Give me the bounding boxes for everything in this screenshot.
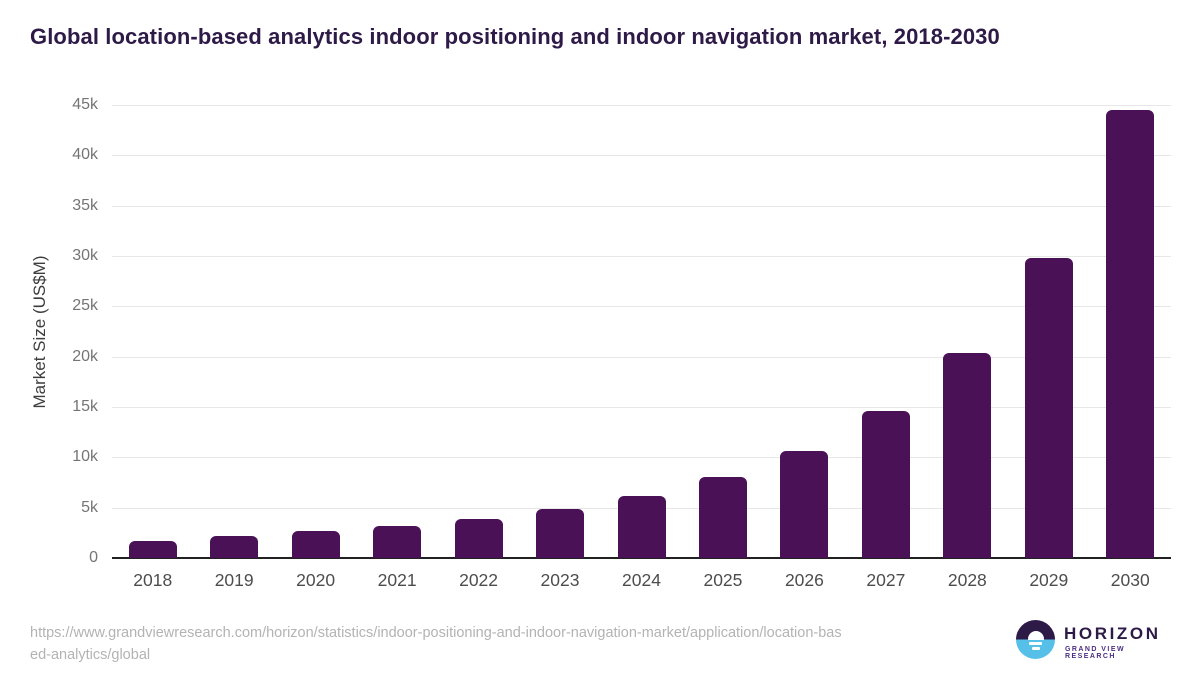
gridline-35k [112,205,1171,207]
bar-2019[interactable] [210,535,259,558]
bar-2026[interactable] [780,451,829,558]
x-axis-line [112,557,1171,559]
x-tick-label-2028: 2028 [947,570,987,590]
x-tick-label-2024: 2024 [622,570,661,590]
chart-title: Global location-based analytics indoor p… [30,24,1000,49]
x-tick-label-2020: 2020 [296,570,336,590]
sun-glyph [1027,631,1044,640]
y-tick-label-15k: 15k [72,398,98,415]
gridline-25k [112,306,1171,308]
bar-2027[interactable] [861,410,910,558]
bar-2030[interactable] [1106,110,1155,558]
x-tick-label-2019: 2019 [214,570,254,590]
bar-2029[interactable] [1024,258,1073,558]
y-tick-label-5k: 5k [81,498,98,516]
y-tick-label-30k: 30k [72,247,98,264]
bar-2024[interactable] [617,495,666,558]
source-url-link[interactable]: https://www.grandviewresearch.com/horizo… [30,622,990,666]
gridline-10k [112,457,1171,459]
bar-2021[interactable] [373,525,422,558]
bar-2028[interactable] [943,352,992,558]
plot-area [112,105,1171,559]
gridline-15k [112,407,1171,408]
gridline-30k [112,256,1171,257]
logo-name: HORIZON [1064,624,1161,643]
sun-reflection-line [1029,642,1042,645]
footer: https://www.grandviewresearch.com/horizo… [0,610,1200,675]
source-url-line1: https://www.grandviewresearch.com/horizo… [30,625,842,641]
y-tick-label-20k: 20k [72,347,98,365]
bar-chart: Market Size (US$M) 0 5k 10k 15k 20k 25k 30k 35k… [30,96,1171,590]
bar-2018[interactable] [128,540,177,558]
x-tick-label-2023: 2023 [540,570,580,590]
x-tick-label-2021: 2021 [377,570,417,590]
x-tick-label-2018: 2018 [133,570,173,590]
gridline-20k [112,356,1171,358]
source-url-line2: ed-analytics/global [30,647,151,663]
y-tick-label-10k: 10k [72,448,98,466]
bar-2020[interactable] [291,531,340,558]
y-tick-label-40k: 40k [72,146,98,164]
x-tick-label-2027: 2027 [866,570,906,590]
sun-reflection-line [1031,647,1040,650]
y-tick-label-0: 0 [89,549,98,566]
bar-2025[interactable] [698,477,747,558]
horizon-logo[interactable]: HORIZON GRAND VIEW RESEARCH [1016,619,1176,667]
x-tick-label-2025: 2025 [703,570,743,590]
y-tick-label-45k: 45k [72,96,98,113]
horizon-logo-icon [1016,620,1055,659]
logo-subtitle: GRAND VIEW RESEARCH [1065,646,1125,660]
y-tick-label-25k: 25k [72,297,98,315]
x-tick-label-2030: 2030 [1110,570,1150,590]
gridline-45k [112,105,1171,106]
gridline-40k [112,155,1171,157]
x-tick-label-2022: 2022 [459,570,499,590]
y-tick-label-35k: 35k [72,196,98,214]
x-tick-label-2026: 2026 [784,570,824,590]
x-tick-label-2029: 2029 [1029,570,1069,590]
bar-2023[interactable] [536,509,585,558]
bar-2022[interactable] [454,518,503,558]
